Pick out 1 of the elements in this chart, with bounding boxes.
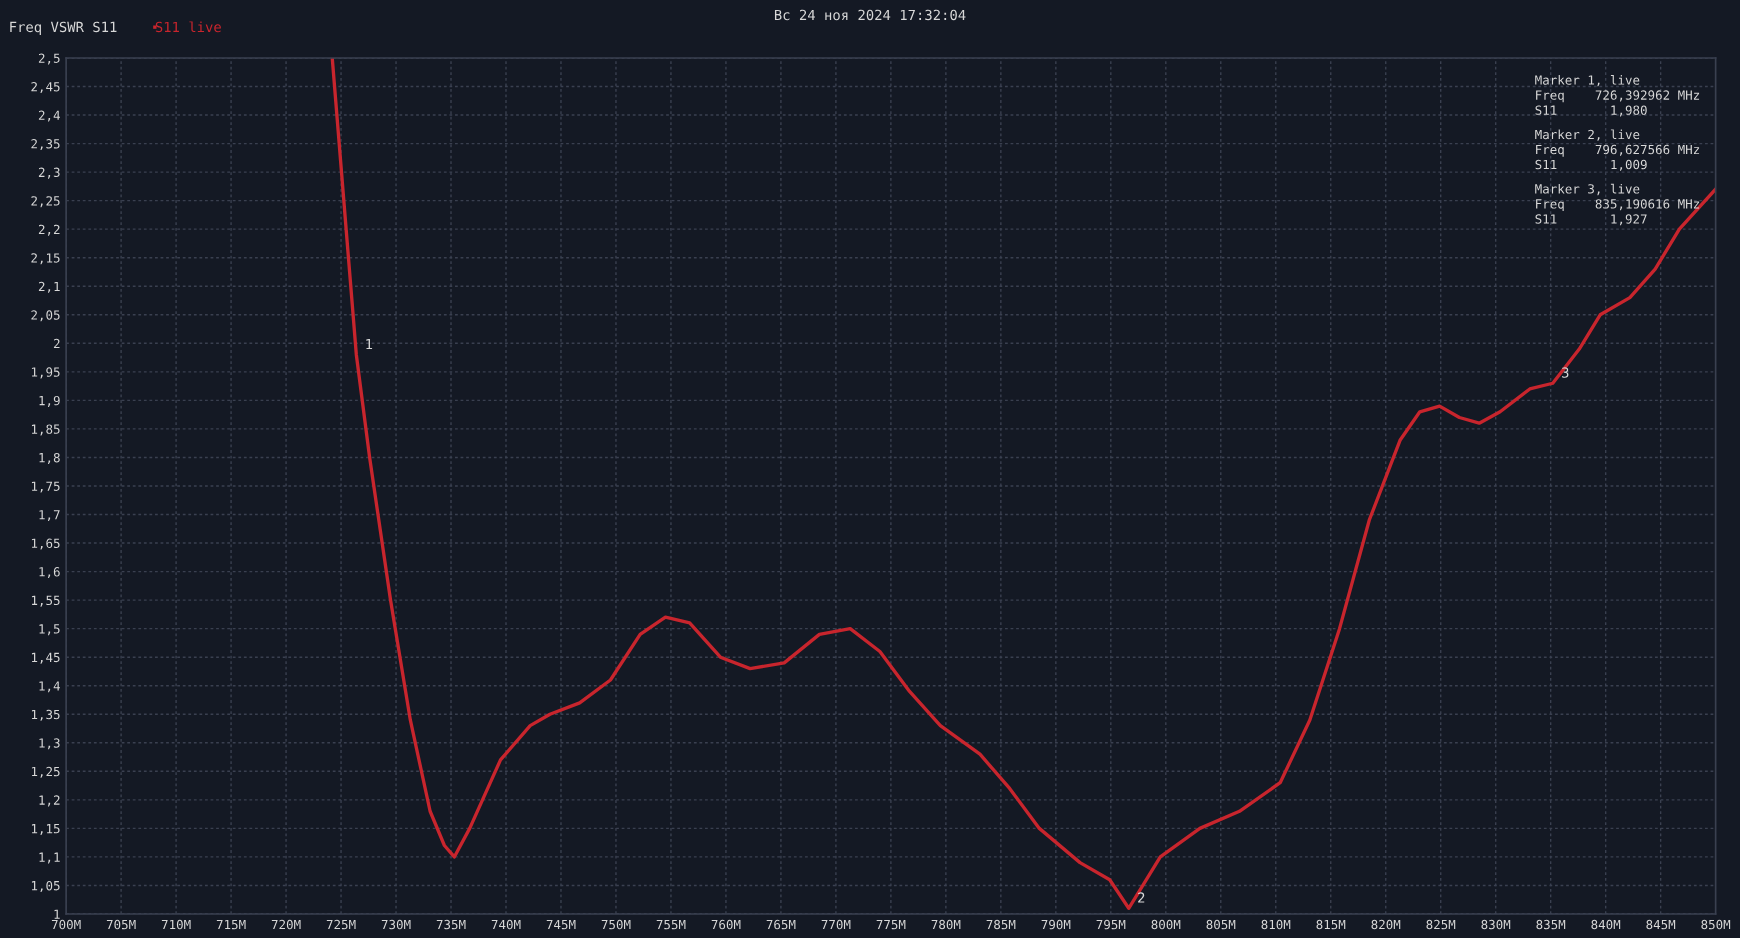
line-series (330, 57, 1716, 910)
